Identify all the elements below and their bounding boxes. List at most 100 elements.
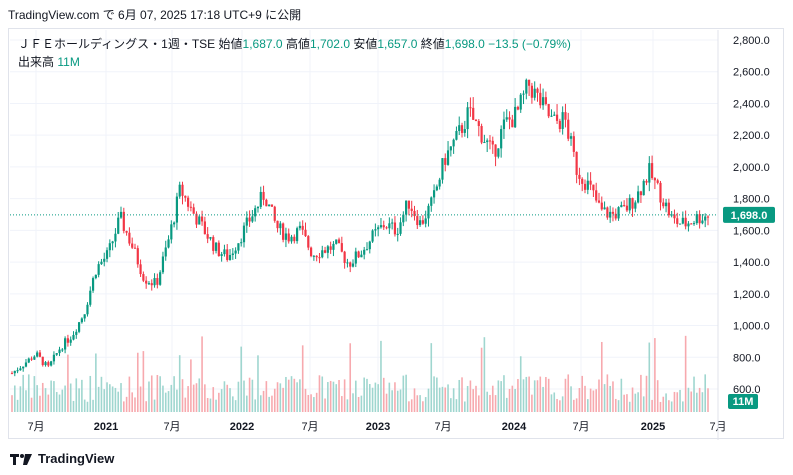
candle-body bbox=[575, 151, 578, 175]
candle-body bbox=[296, 228, 299, 242]
volume-bar bbox=[349, 343, 352, 412]
candle-body bbox=[72, 334, 75, 340]
volume-bar bbox=[464, 401, 466, 412]
candle-body bbox=[617, 207, 620, 219]
volume-bar bbox=[368, 384, 371, 412]
candle-body bbox=[47, 362, 50, 366]
volume-bar bbox=[58, 394, 61, 412]
candle-body bbox=[659, 182, 662, 203]
candle-body bbox=[226, 249, 229, 260]
volume-bar bbox=[11, 395, 13, 412]
candle-body bbox=[214, 242, 218, 251]
volume-bar bbox=[83, 399, 86, 412]
volume-bar bbox=[550, 394, 553, 412]
volume-bar bbox=[564, 378, 567, 412]
volume-bar bbox=[265, 381, 268, 412]
volume-bar bbox=[123, 401, 125, 412]
candle-body bbox=[530, 85, 534, 98]
candle-body bbox=[173, 222, 176, 225]
candle-body bbox=[33, 356, 36, 360]
volume-bar bbox=[673, 391, 676, 412]
candle-body bbox=[108, 243, 111, 251]
volume-bar bbox=[670, 401, 673, 412]
candle-body bbox=[595, 190, 598, 201]
volume-bar bbox=[287, 379, 290, 412]
candle-body bbox=[309, 247, 313, 257]
candle-body bbox=[469, 107, 472, 109]
candle-body bbox=[170, 224, 173, 240]
candle-body bbox=[83, 314, 86, 319]
chart-frame[interactable] bbox=[8, 28, 784, 439]
volume-bar bbox=[117, 391, 120, 412]
volume-bar bbox=[483, 337, 486, 412]
volume-bar bbox=[447, 384, 449, 412]
candle-body bbox=[94, 274, 97, 279]
candle-body bbox=[52, 354, 56, 362]
candle-body bbox=[631, 197, 634, 209]
volume-legend: 出来高 11M bbox=[18, 53, 80, 70]
volume-bar bbox=[226, 384, 229, 412]
candle-body bbox=[382, 225, 385, 228]
volume-bar bbox=[114, 387, 117, 412]
volume-bar bbox=[120, 383, 122, 412]
volume-bar bbox=[567, 374, 570, 412]
candle-body bbox=[242, 225, 246, 243]
volume-bar bbox=[41, 382, 44, 412]
candle-body bbox=[290, 236, 293, 242]
candle-body bbox=[100, 261, 103, 265]
volume-bar bbox=[380, 340, 382, 412]
candle-body bbox=[349, 262, 352, 267]
volume-bar bbox=[109, 384, 111, 412]
volume-bar bbox=[318, 375, 321, 412]
candle-body bbox=[10, 373, 14, 375]
volume-bar bbox=[547, 378, 550, 412]
volume-bar bbox=[220, 389, 223, 412]
volume-bar bbox=[50, 380, 52, 412]
footer-brand[interactable]: TradingView bbox=[10, 451, 114, 466]
candle-body bbox=[24, 362, 28, 367]
volume-bar bbox=[640, 374, 642, 412]
candle-body bbox=[541, 97, 545, 106]
volume-bar bbox=[682, 401, 684, 412]
volume-bar bbox=[64, 385, 66, 412]
volume-bar bbox=[545, 376, 547, 412]
volume-bar bbox=[106, 382, 108, 412]
volume-label: 出来高 bbox=[18, 55, 55, 69]
candle-body bbox=[184, 195, 187, 198]
candle-body bbox=[407, 200, 411, 209]
volume-bar bbox=[259, 395, 262, 412]
candle-body bbox=[256, 206, 260, 209]
volume-bar bbox=[402, 375, 405, 412]
candle-body bbox=[195, 213, 198, 225]
volume-bar bbox=[609, 385, 611, 412]
volume-bar bbox=[561, 396, 564, 412]
candle-body bbox=[16, 370, 19, 372]
y-tick-label: 1,400.0 bbox=[733, 257, 770, 269]
volume-bar bbox=[424, 397, 427, 412]
volume-bar bbox=[578, 388, 581, 412]
volume-bar bbox=[514, 388, 516, 412]
volume-bar bbox=[164, 392, 167, 412]
volume-bar bbox=[553, 392, 556, 412]
open-value: 1,687.0 bbox=[242, 37, 283, 51]
candle-body bbox=[371, 230, 374, 242]
candle-body bbox=[427, 205, 430, 219]
candle-body bbox=[441, 158, 444, 180]
candle-body bbox=[30, 358, 33, 360]
volume-bar bbox=[13, 385, 16, 412]
volume-bar bbox=[450, 398, 452, 412]
candle-body bbox=[125, 230, 128, 233]
volume-bar bbox=[237, 381, 240, 412]
volume-bar bbox=[22, 374, 24, 412]
volume-bar bbox=[533, 380, 536, 412]
volume-bar bbox=[391, 390, 393, 412]
candle-body bbox=[178, 184, 181, 197]
volume-bar bbox=[111, 386, 114, 412]
x-tick-label: 2024 bbox=[502, 421, 527, 433]
candle-body bbox=[491, 140, 494, 145]
volume-bar bbox=[234, 400, 237, 412]
volume-bar bbox=[592, 390, 595, 412]
volume-bar bbox=[416, 395, 419, 412]
volume-bar bbox=[355, 380, 357, 412]
